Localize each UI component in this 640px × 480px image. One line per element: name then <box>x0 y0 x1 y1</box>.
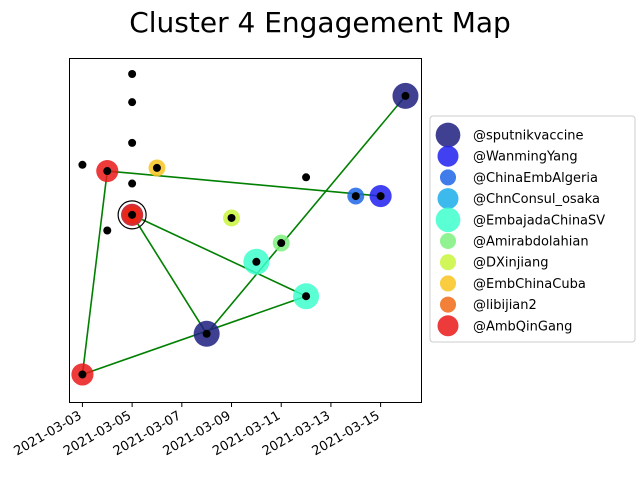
node-dot-2 <box>202 329 211 338</box>
legend-swatch-embchinacuba <box>439 275 457 292</box>
node-dot-20 <box>78 160 87 169</box>
legend-swatch-amirabdolahian <box>439 232 457 250</box>
node-dot-13 <box>103 167 112 176</box>
legend-label-sputnikvaccine: @sputnikvaccine <box>473 129 584 144</box>
legend-label-wanmingyang: @WanmingYang <box>473 150 578 165</box>
legend: @sputnikvaccine @WanmingYang @ChinaEmbAlge… <box>429 115 636 343</box>
legend-swatch-sputnikvaccine <box>435 122 461 148</box>
legend-label-embajadachinasv: @EmbajadaChinaSV <box>473 213 605 228</box>
legend-label-libijian2: @libijian2 <box>473 298 537 313</box>
legend-swatch-chnconsul-osaka <box>437 188 459 210</box>
node-dot-6 <box>252 257 261 266</box>
node-dot-17 <box>128 98 137 107</box>
node-dot-7 <box>302 292 311 301</box>
node-dot-18 <box>128 138 137 147</box>
x-axis: 2021-03-032021-03-052021-03-072021-03-09… <box>11 402 383 459</box>
node-dot-5 <box>128 210 137 219</box>
legend-swatch-wanmingyang <box>437 145 459 167</box>
node-dot-10 <box>152 163 161 172</box>
legend-box <box>429 115 636 343</box>
node-dots-layer <box>78 70 410 379</box>
edge-line-4 <box>131 214 208 335</box>
legend-label-chnconsul-osaka: @ChnConsul_osaka <box>473 192 600 207</box>
legend-swatch-chinaembalgeria <box>439 169 457 186</box>
node-dot-9 <box>227 213 236 222</box>
legend-label-chinaembalgeria: @ChinaEmbAlgeria <box>473 171 598 186</box>
edge-line-1 <box>81 170 109 375</box>
edges-layer <box>81 95 407 376</box>
legend-swatch-libijian2 <box>439 296 457 313</box>
legend-label-dxinjiang: @DXinjiang <box>473 256 548 271</box>
node-dot-22 <box>302 173 311 182</box>
marker-chnconsul-osaka-ring <box>117 200 147 230</box>
legend-label-ambqingang: @AmbQinGang <box>473 319 572 334</box>
legend-label-amirabdolahian: @Amirabdolahian <box>473 235 589 250</box>
legend-label-embchinacuba: @EmbChinaCuba <box>473 277 586 292</box>
legend-swatch-embajadachinasv <box>435 207 461 233</box>
node-dot-8 <box>277 239 286 248</box>
node-dot-14 <box>78 370 87 379</box>
edge-line-5 <box>131 214 307 297</box>
node-dot-1 <box>401 91 410 100</box>
chart-title: Cluster 4 Engagement Map <box>129 6 511 39</box>
node-dot-21 <box>103 226 112 235</box>
node-dot-4 <box>351 192 360 201</box>
node-dot-19 <box>128 179 137 188</box>
plot-area-frame <box>69 58 422 403</box>
edge-line-6 <box>206 95 407 335</box>
legend-swatch-ambqingang <box>437 315 459 337</box>
legend-swatch-dxinjiang <box>439 254 457 271</box>
node-dot-3 <box>376 192 385 201</box>
markers-layer <box>71 82 419 386</box>
node-dot-16 <box>128 70 137 78</box>
